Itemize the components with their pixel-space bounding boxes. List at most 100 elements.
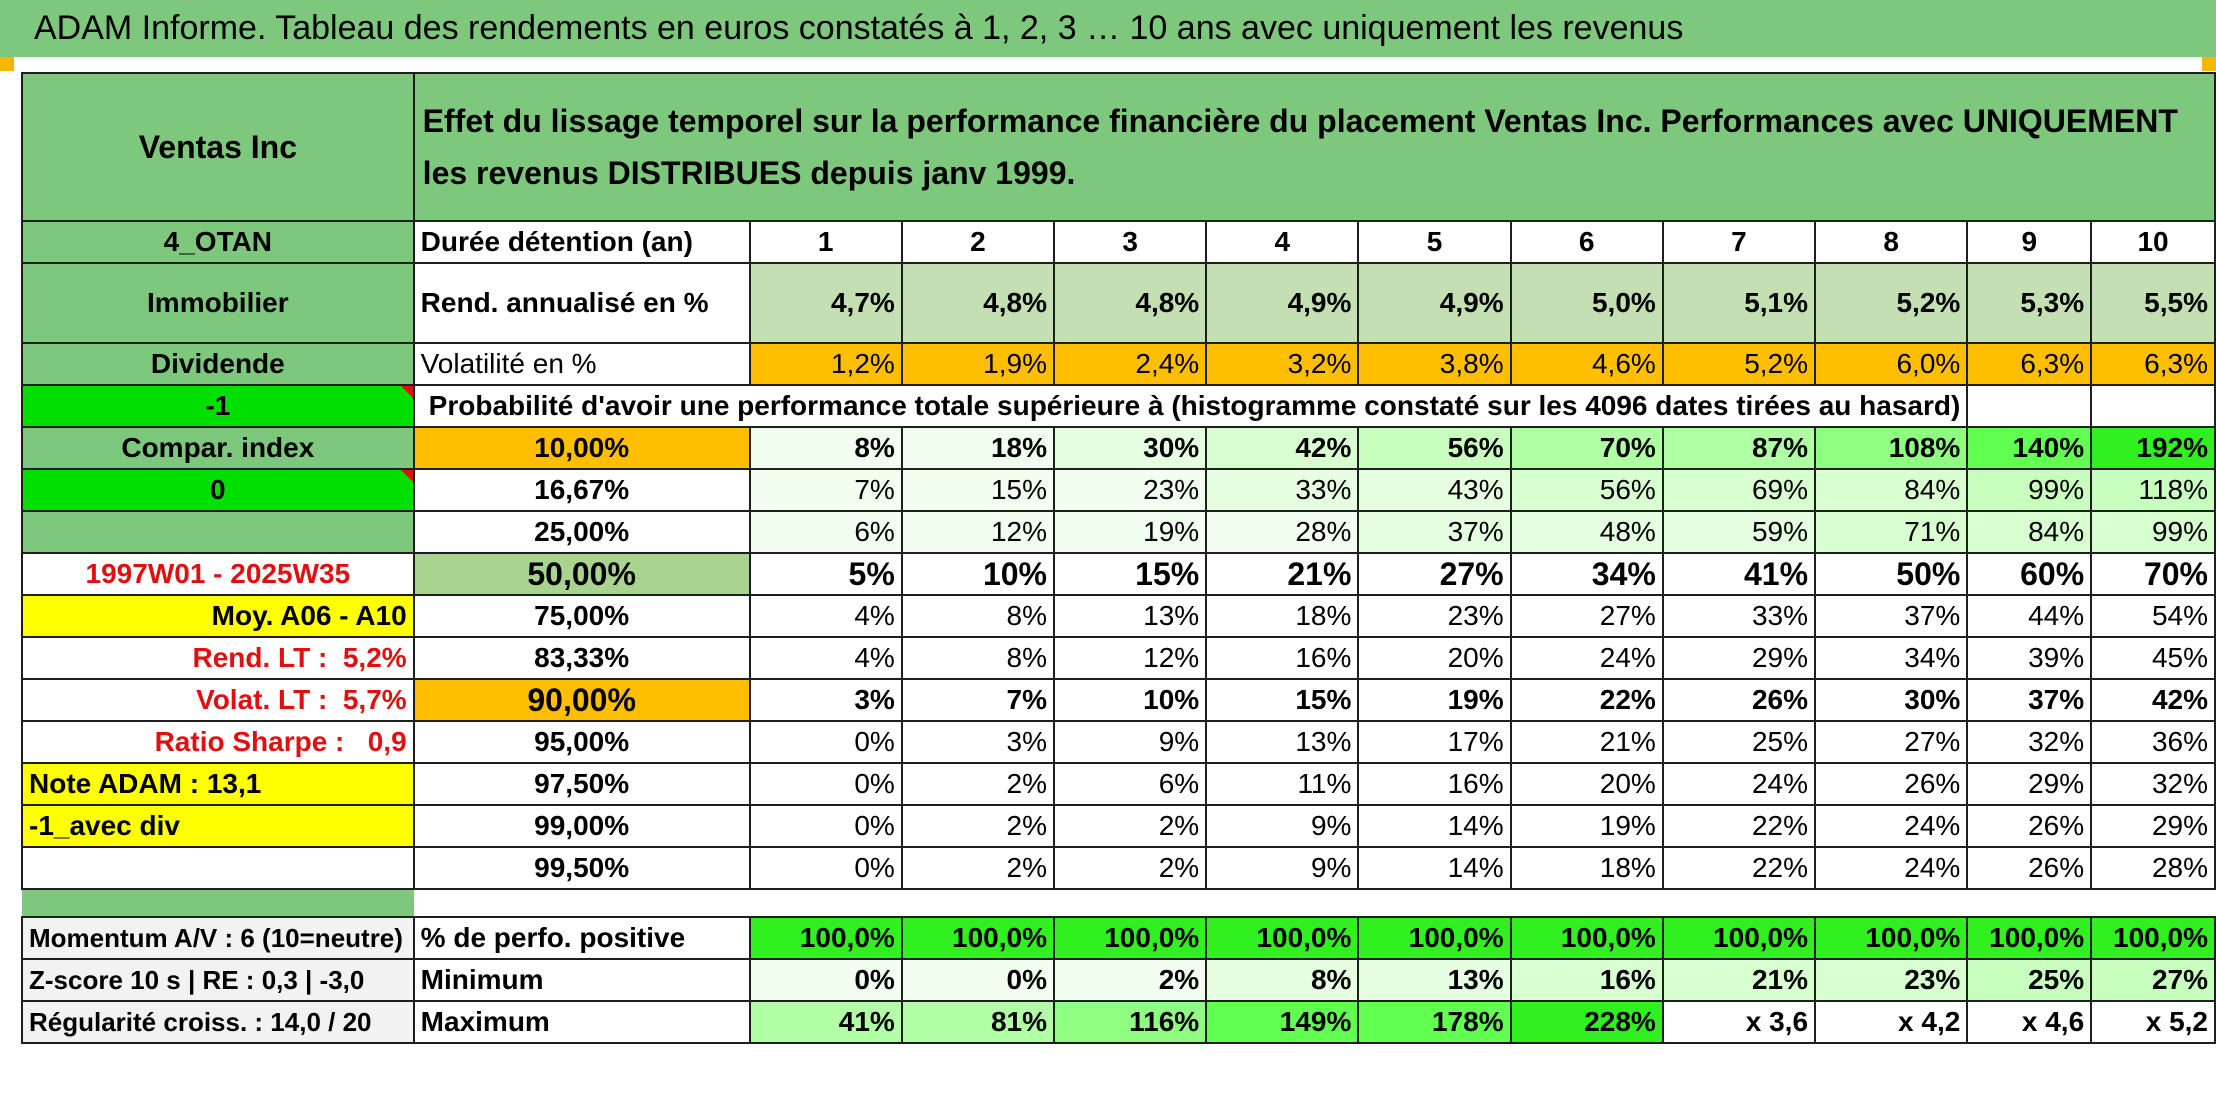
prob-cell: 2% [900,804,1056,848]
prob-pct: 10,00% [412,426,751,470]
prob-cell: 6% [1052,762,1208,806]
prob-pct: 99,00% [412,804,751,848]
prob-cell: 29% [1661,636,1817,680]
prob-cell: 15% [1052,552,1208,596]
flag-value-1[interactable]: -1 [21,384,415,428]
prob-pct: 75,00% [412,594,751,638]
prob-cell: 0% [748,762,903,806]
prob-cell: 37% [1357,510,1512,554]
year-cell: 6 [1509,220,1664,264]
empty-cell [2090,384,2216,428]
rend-cell: 4,9% [1357,262,1512,344]
prob-cell: 11% [1205,762,1360,806]
avec-div: -1_avec div [21,804,415,848]
prob-cell: 16% [1357,762,1512,806]
prob-cell: 33% [1661,594,1817,638]
prob-cell: 10% [900,552,1056,596]
prob-cell: 41% [1661,552,1817,596]
prob-cell: 32% [1966,720,2093,764]
prob-label: Probabilité d'avoir une performance tota… [412,384,1969,428]
compar-index-label: Compar. index [21,426,415,470]
prob-cell: 8% [748,426,903,470]
vol-cell: 5,2% [1661,342,1817,386]
fund-code: 4_OTAN [21,220,415,264]
year-cell: 1 [748,220,903,264]
positive-cell: 100,0% [1661,916,1817,960]
vol-cell: 1,9% [900,342,1056,386]
prob-cell: 70% [1509,426,1664,470]
prob-cell: 23% [1052,468,1208,512]
prob-cell: 13% [1205,720,1360,764]
prob-cell: 21% [1205,552,1360,596]
prob-cell: 24% [1661,762,1817,806]
vol-cell: 6,3% [2090,342,2216,386]
max-row: Régularité croiss. : 14,0 / 20 Maximum 4… [21,1000,2216,1044]
max-cell: 41% [748,1000,903,1044]
max-cell: x 4,6 [1966,1000,2093,1044]
volat-lt-label: Volat. LT : [196,684,328,715]
gap-cell [414,889,2215,917]
prob-cell: 37% [1814,594,1969,638]
year-cell: 5 [1357,220,1512,264]
prob-cell: 33% [1205,468,1360,512]
gap-row [22,889,2215,917]
prob-cell: 54% [2090,594,2216,638]
vol-cell: 6,3% [1966,342,2093,386]
prob-cell: 84% [1966,510,2093,554]
prob-row: Note ADAM : 13,1 97,50% 0% 2% 6% 11% 16%… [21,762,2216,806]
sharpe-value: 0,9 [367,726,407,757]
fund-sector: Immobilier [21,262,415,344]
vol-cell: 3,2% [1205,342,1360,386]
prob-cell: 42% [1205,426,1360,470]
prob-cell: 26% [1814,762,1969,806]
prob-pct: 83,33% [412,636,751,680]
year-cell: 2 [900,220,1056,264]
prob-cell: 4% [748,594,903,638]
flag-value-2[interactable]: 0 [21,468,415,512]
rend-row: Immobilier Rend. annualisé en % 4,7% 4,8… [21,262,2216,344]
regularite-label: Régularité croiss. : 14,0 / 20 [21,1000,415,1044]
prob-cell: 2% [900,846,1056,890]
prob-cell: 20% [1509,762,1664,806]
min-cell: 8% [1205,958,1360,1002]
prob-cell: 43% [1357,468,1512,512]
prob-cell: 0% [748,804,903,848]
prob-cell: 22% [1661,846,1817,890]
prob-cell: 15% [1205,678,1360,722]
note-adam: Note ADAM : 13,1 [21,762,415,806]
prob-cell: 42% [2090,678,2216,722]
prob-cell: 0% [748,720,903,764]
min-cell: 21% [1661,958,1817,1002]
min-cell: 2% [1052,958,1208,1002]
year-cell: 9 [1966,220,2093,264]
prob-cell: 8% [900,594,1056,638]
max-cell: 228% [1509,1000,1664,1044]
empty-cell [1966,384,2093,428]
prob-cell: 15% [900,468,1056,512]
prob-cell: 17% [1357,720,1512,764]
prob-cell: 24% [1814,804,1969,848]
max-cell: 149% [1205,1000,1360,1044]
prob-cell: 2% [1052,804,1208,848]
rend-cell: 5,5% [2090,262,2216,344]
side-blank [21,510,415,554]
min-cell: 23% [1814,958,1969,1002]
period-label: 1997W01 - 2025W35 [21,552,415,596]
prob-cell: 30% [1814,678,1969,722]
vol-label: Volatilité en % [412,342,751,386]
rend-lt-label: Rend. LT : [192,642,328,673]
prob-cell: 13% [1052,594,1208,638]
prob-cell: 10% [1052,678,1208,722]
prob-cell: 27% [1357,552,1512,596]
moy-label: Moy. A06 - A10 [21,594,415,638]
rend-cell: 5,0% [1509,262,1664,344]
fund-type: Dividende [21,342,415,386]
vol-cell: 3,8% [1357,342,1512,386]
prob-cell: 24% [1814,846,1969,890]
max-cell: 81% [900,1000,1056,1044]
positive-cell: 100,0% [2090,916,2216,960]
prob-cell: 48% [1509,510,1664,554]
min-cell: 16% [1509,958,1664,1002]
year-cell: 8 [1814,220,1969,264]
prob-cell: 3% [900,720,1056,764]
